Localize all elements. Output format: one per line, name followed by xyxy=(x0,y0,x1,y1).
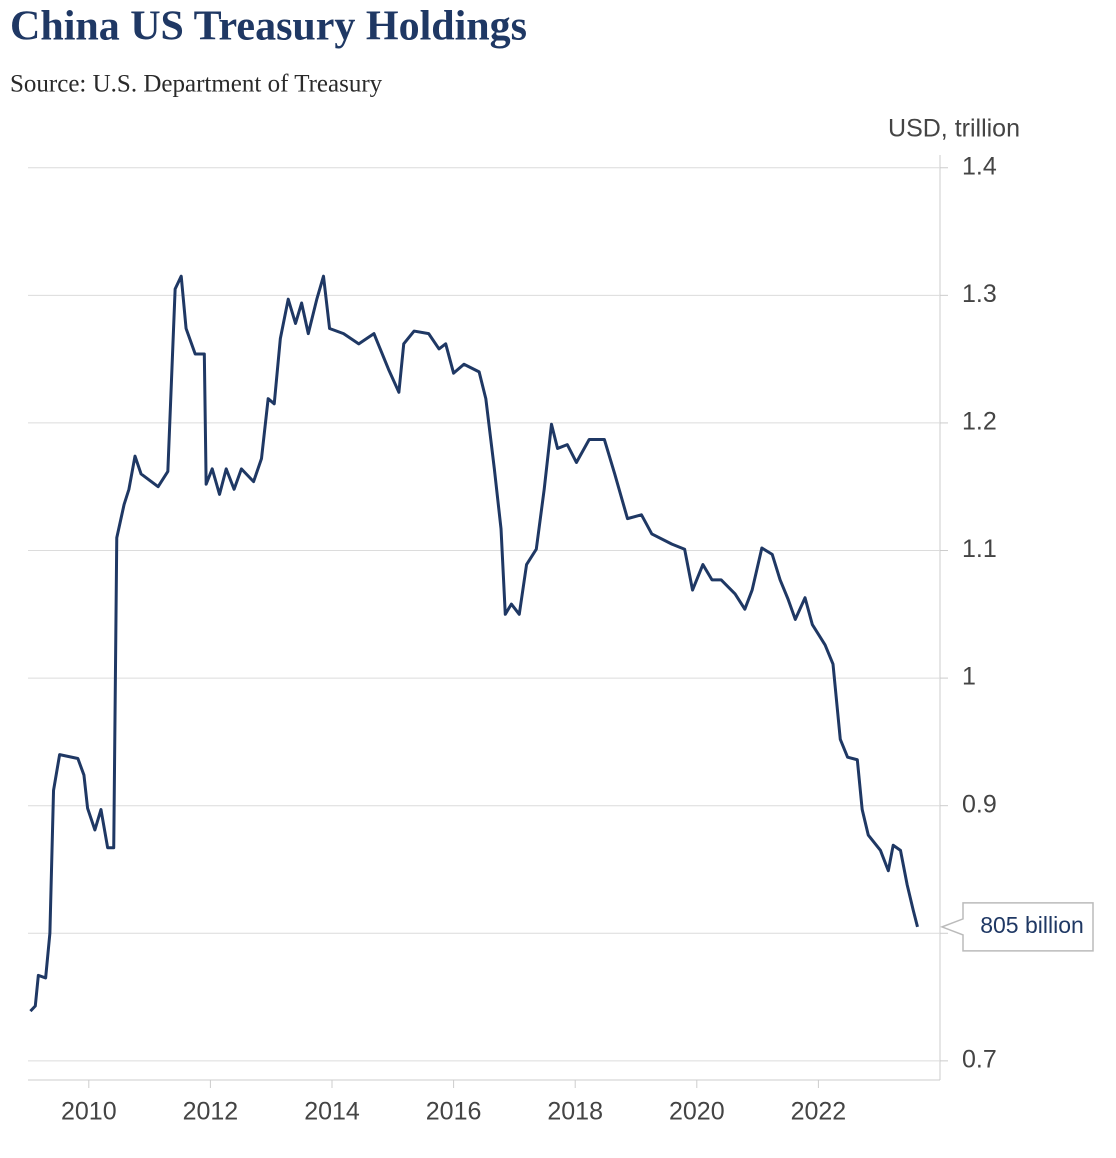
y-tick-label: 1 xyxy=(962,663,976,691)
x-tick-label: 2018 xyxy=(547,1098,603,1126)
x-tick-label: 2022 xyxy=(791,1098,847,1126)
chart-subtitle: Source: U.S. Department of Treasury xyxy=(10,71,383,98)
x-tick-label: 2012 xyxy=(183,1098,239,1126)
x-tick-label: 2016 xyxy=(426,1098,482,1126)
y-tick-label: 1.1 xyxy=(962,535,997,563)
y-tick-label: 0.9 xyxy=(962,790,997,818)
annotation-label: 805 billion xyxy=(980,912,1084,938)
x-tick-label: 2020 xyxy=(669,1098,725,1126)
x-tick-label: 2014 xyxy=(304,1098,360,1126)
data-line xyxy=(29,274,919,1013)
y-tick-label: 1.4 xyxy=(962,152,997,180)
y-tick-label: 0.7 xyxy=(962,1045,997,1073)
y-axis-label: USD, trillion xyxy=(888,115,1020,143)
chart-title: China US Treasury Holdings xyxy=(10,4,527,50)
y-tick-label: 1.2 xyxy=(962,408,997,436)
annotation-box xyxy=(939,902,1094,952)
x-tick-label: 2010 xyxy=(61,1098,117,1126)
y-tick-label: 1.3 xyxy=(962,280,997,308)
